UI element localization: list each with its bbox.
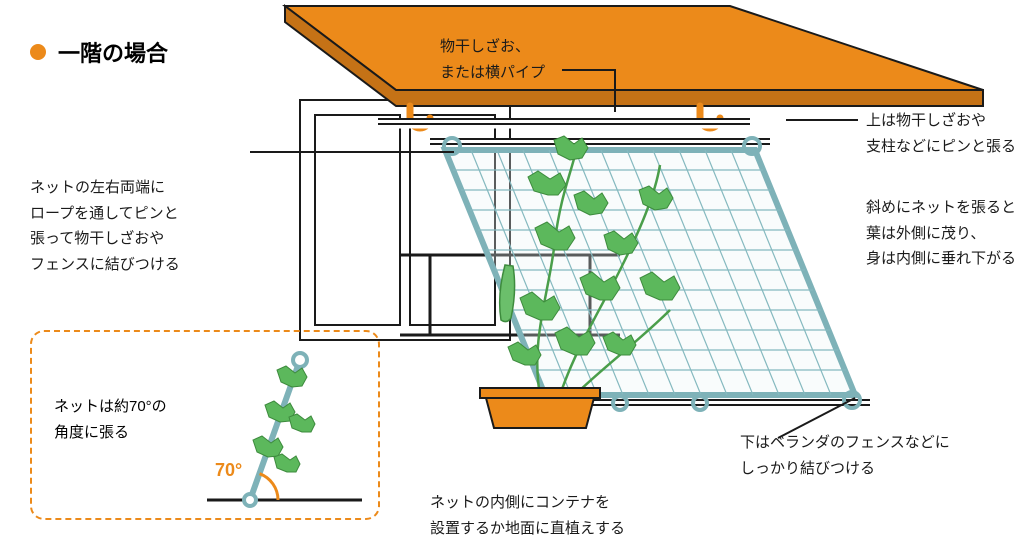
roof-top [285, 6, 983, 90]
text: 設置するか地面に直植えする [430, 520, 625, 537]
label-right-top: 上は物干しざおや 支柱などにピンと張る [866, 108, 1016, 159]
text: 下はベランダのフェンスなどに [740, 434, 950, 451]
text: 身は内側に垂れ下がる [866, 250, 1016, 267]
text: ネットの内側にコンテナを [430, 494, 610, 511]
text: フェンスに結びつける [30, 256, 180, 273]
label-bottom: ネットの内側にコンテナを 設置するか地面に直植えする [430, 490, 625, 541]
label-top-center: 物干しざお、 または横パイプ [440, 34, 545, 85]
text: 葉は外側に茂り、 [866, 225, 985, 242]
angle-inset-diagram [32, 332, 382, 522]
text: 斜めにネットを張ると [866, 199, 1016, 216]
planter [480, 388, 600, 428]
text: 上は物干しざおや [866, 112, 986, 129]
label-right-bottom: 下はベランダのフェンスなどに しっかり結びつける [740, 430, 950, 481]
text: 張って物干しざおや [30, 230, 164, 247]
text: 物干しざお、 [440, 38, 530, 55]
label-left-rope: ネットの左右両端に ロープを通してピンと 張って物干しざおや フェンスに結びつけ… [30, 175, 180, 277]
text: ロープを通してピンと [30, 205, 179, 222]
text: ネットの左右両端に [30, 179, 165, 196]
angle-mark: 70° [215, 460, 242, 481]
text: 支柱などにピンと張る [866, 138, 1016, 155]
angle-inset-box: ネットは約70°の 角度に張る 70° [30, 330, 380, 520]
text: または横パイプ [440, 64, 545, 81]
text: しっかり結びつける [740, 460, 875, 477]
label-right-mid: 斜めにネットを張ると 葉は外側に茂り、 身は内側に垂れ下がる [866, 195, 1016, 272]
